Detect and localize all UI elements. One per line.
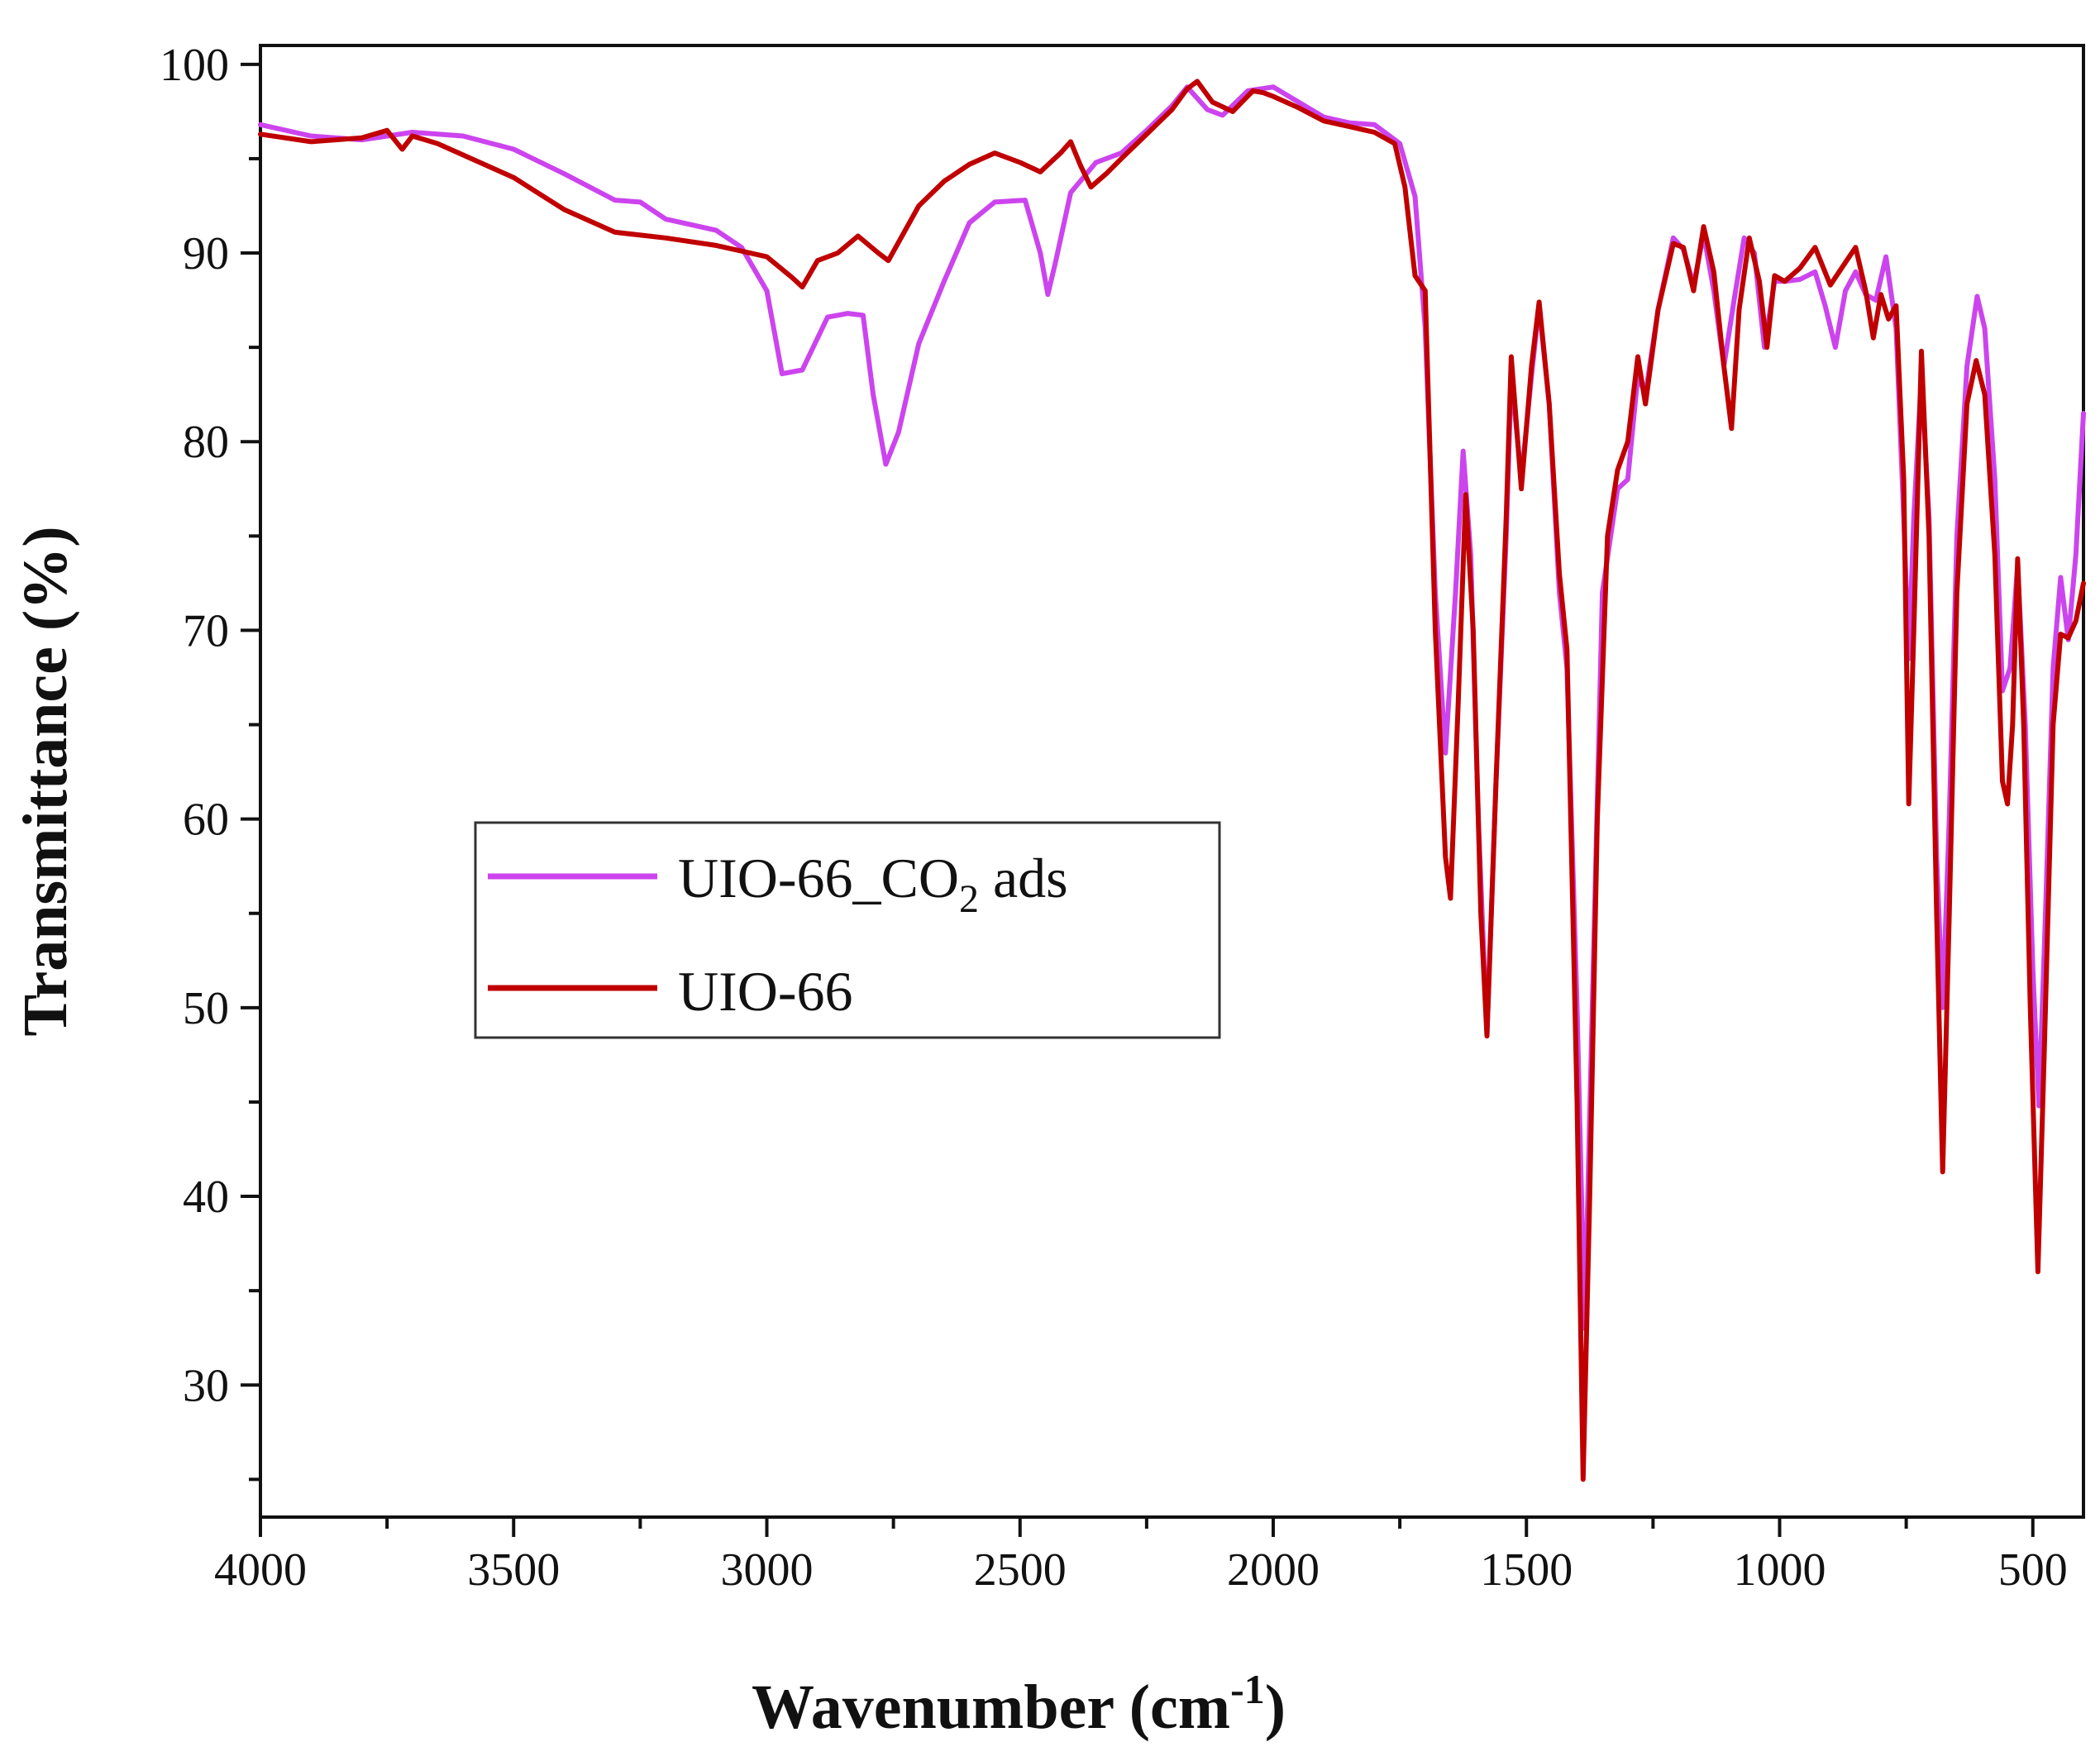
y-tick-label: 80 bbox=[183, 417, 229, 468]
y-tick-label: 60 bbox=[183, 795, 229, 846]
x-tick-label: 1500 bbox=[1480, 1544, 1573, 1596]
series-uio66 bbox=[258, 79, 2086, 1482]
legend: UIO-66_CO2 ads UIO-66 bbox=[474, 821, 1221, 1039]
axis-ticks bbox=[241, 62, 2035, 1537]
legend-label-uio66-co2: UIO-66_CO2 ads bbox=[678, 847, 1068, 921]
y-tick-labels: 30 40 50 60 70 80 90 100 bbox=[160, 40, 229, 1411]
x-tick-labels: 4000 3500 3000 2500 2000 1500 1000 500 bbox=[214, 1544, 2068, 1596]
legend-box bbox=[474, 821, 1221, 1039]
y-tick-label: 90 bbox=[183, 228, 229, 279]
y-tick-label: 50 bbox=[183, 983, 229, 1034]
x-tick-label: 3000 bbox=[721, 1544, 814, 1596]
y-tick-label: 30 bbox=[183, 1360, 229, 1411]
legend-label-uio66: UIO-66 bbox=[678, 960, 853, 1023]
y-tick-label: 40 bbox=[183, 1172, 229, 1223]
x-tick-label: 4000 bbox=[214, 1544, 307, 1596]
plot-frame bbox=[259, 44, 2085, 1519]
x-axis-title: Wavenumber (cm-1) bbox=[752, 1666, 1286, 1742]
x-tick-label: 500 bbox=[1998, 1544, 2068, 1596]
x-tick-label: 2000 bbox=[1227, 1544, 1320, 1596]
x-tick-label: 2500 bbox=[974, 1544, 1067, 1596]
y-axis-title: Transmittance (%) bbox=[11, 526, 80, 1036]
y-tick-label: 70 bbox=[183, 605, 229, 656]
x-tick-label: 1000 bbox=[1734, 1544, 1826, 1596]
y-tick-label: 100 bbox=[160, 40, 229, 91]
series-layer bbox=[258, 79, 2086, 1482]
x-tick-label: 3500 bbox=[467, 1544, 560, 1596]
series-uio66-co2-ads bbox=[258, 84, 2086, 1331]
